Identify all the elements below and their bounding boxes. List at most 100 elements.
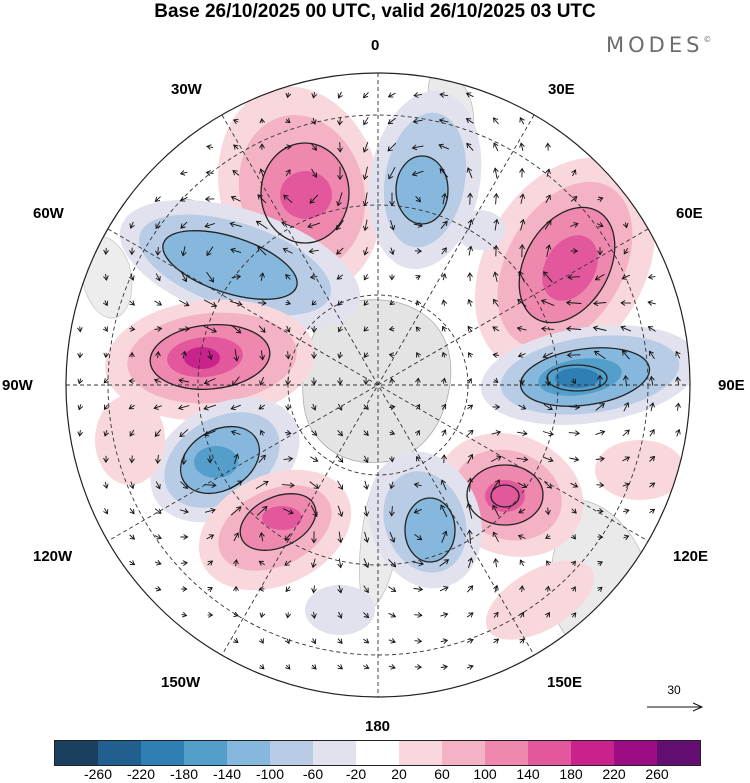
wind-vector-head <box>102 300 109 307</box>
wind-vector-head <box>182 560 188 566</box>
wind-vector <box>468 299 472 307</box>
colorbar-tick-label: 100 <box>473 766 497 782</box>
wind-vector-head <box>259 143 265 149</box>
lon-label-150e: 150E <box>547 674 583 691</box>
wind-vector-head <box>258 586 264 592</box>
wind-vector <box>337 664 343 670</box>
wind-vector-head <box>517 352 524 358</box>
wind-vector-head <box>261 300 267 306</box>
wind-vector <box>466 639 474 643</box>
wind-vector-head <box>285 169 291 175</box>
wind-vector <box>414 614 422 616</box>
wind-vector <box>466 143 474 151</box>
wind-vector-head <box>519 559 525 565</box>
wind-vector <box>339 117 341 125</box>
wind-vector <box>281 484 295 486</box>
wind-vector-head <box>493 298 498 305</box>
wind-vector <box>338 558 342 568</box>
wind-vector <box>363 91 369 99</box>
wind-vector-head <box>467 192 473 198</box>
wind-vector-head <box>413 482 420 488</box>
colorbar-swatch-12 <box>571 741 614 765</box>
wind-vector-head <box>570 586 576 592</box>
wind-vector-head <box>363 404 369 410</box>
wind-vector <box>203 325 217 333</box>
wind-vector <box>416 456 420 462</box>
wind-vector <box>442 300 446 306</box>
wind-vector <box>442 326 446 332</box>
wind-vector <box>260 350 264 360</box>
wind-vector <box>623 535 629 539</box>
wind-vector <box>390 220 394 230</box>
wind-vector-head <box>337 664 343 670</box>
wind-vector-head <box>362 201 369 207</box>
wind-vector <box>412 145 424 149</box>
wind-vector-head <box>259 355 266 361</box>
wind-vector-head <box>182 586 188 592</box>
map-title: Base 26/10/2025 00 UTC, valid 26/10/2025… <box>154 1 596 22</box>
wind-vector-head <box>285 354 291 360</box>
wind-vector <box>283 458 293 460</box>
wind-vector-head <box>441 299 448 305</box>
wind-vector <box>182 351 186 359</box>
wind-vector <box>570 196 578 202</box>
wind-vector <box>544 220 552 230</box>
wind-vector <box>388 558 396 568</box>
wind-vector-head <box>598 196 604 202</box>
wind-vector <box>649 351 655 359</box>
wind-vector <box>414 483 422 487</box>
wind-vector <box>520 559 524 567</box>
wind-vector-head <box>390 561 397 568</box>
wind-vector-head <box>649 428 655 435</box>
wind-vector-head <box>259 664 265 670</box>
wind-vector <box>494 585 498 593</box>
wind-vector-head <box>443 586 449 592</box>
wind-vector-head <box>415 455 422 462</box>
wind-vector-head <box>571 169 577 175</box>
wind-vector-head <box>542 353 548 359</box>
wind-vector-head <box>411 170 418 177</box>
wind-vector <box>416 430 420 436</box>
colorbar-tick-label: -100 <box>255 766 285 782</box>
wind-vector <box>286 638 290 644</box>
wind-vector-head <box>260 454 266 461</box>
wind-vector <box>104 300 108 306</box>
wind-vector <box>466 118 474 124</box>
wind-vector <box>467 167 473 179</box>
wind-vector-head <box>418 560 425 567</box>
wind-vector-head <box>649 508 656 514</box>
wind-vector <box>494 272 498 282</box>
wind-vector <box>546 612 550 618</box>
wind-vector <box>235 559 237 567</box>
wind-vector <box>569 457 579 461</box>
wind-vector <box>233 454 239 464</box>
wind-vector-head <box>492 352 498 359</box>
wind-vector <box>413 223 423 227</box>
wind-vector <box>183 453 185 465</box>
wind-vector-head <box>129 458 135 464</box>
wind-vector-head <box>311 538 317 544</box>
wind-vector-head <box>337 588 343 594</box>
wind-vector <box>130 273 134 281</box>
brand-mark: © <box>703 35 712 44</box>
wind-vector-head <box>155 250 161 256</box>
wind-vector-head <box>572 196 578 202</box>
wind-vector <box>542 456 554 462</box>
colorbar-swatch-1 <box>98 741 141 765</box>
wind-vector-head <box>496 455 502 461</box>
wind-vector <box>157 454 159 464</box>
wind-vector <box>231 431 241 435</box>
wind-vector-head <box>417 612 423 618</box>
wind-vector <box>179 509 189 513</box>
wind-vector-head <box>337 93 343 99</box>
wind-vector-head <box>311 613 317 619</box>
wind-vector <box>414 93 422 97</box>
colorbar-swatch-11 <box>528 741 571 765</box>
wind-vector-head <box>181 459 187 465</box>
wind-vector <box>229 480 243 490</box>
wind-vector-head <box>102 326 108 332</box>
wind-vector <box>490 456 502 462</box>
wind-vector <box>493 117 499 125</box>
wind-vector <box>364 247 368 255</box>
wind-vector-head <box>207 354 213 361</box>
